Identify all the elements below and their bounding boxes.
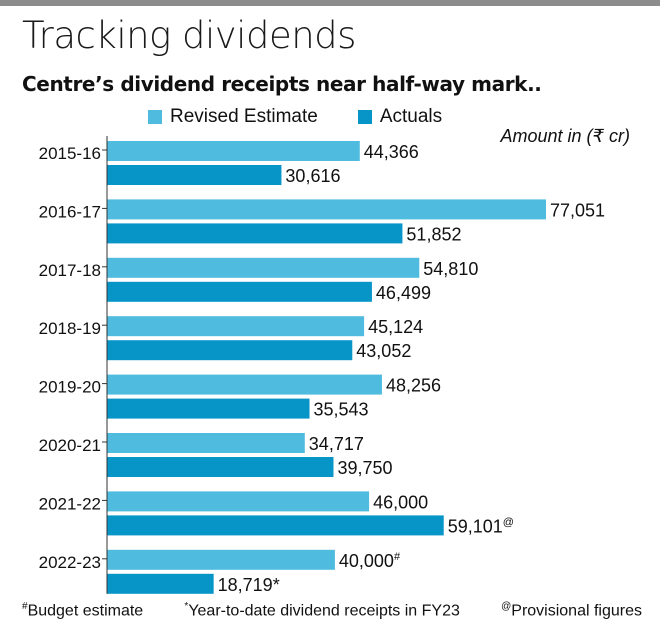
legend-item-actuals: Actuals — [357, 106, 443, 128]
legend-swatch-actuals — [357, 110, 372, 124]
value-label-revised-estimate-2020-21: 34,717 — [309, 434, 364, 454]
legend-item-revised-estimate: Revised Estimate — [148, 106, 318, 128]
bar-revised-estimate-2019-20 — [107, 374, 382, 395]
footnotes: #Budget estimate *Year-to-date dividend … — [22, 601, 642, 620]
bar-actuals-2017-18 — [107, 281, 372, 302]
category-label-2022-23: 2022-23 — [39, 553, 101, 572]
bar-actuals-2019-20 — [107, 398, 310, 419]
bar-revised-estimate-2017-18 — [107, 257, 420, 278]
value-label-actuals-2021-22: 59,101@ — [448, 516, 514, 536]
unit-label: Amount in (₹ cr) — [500, 126, 630, 146]
category-label-2019-20: 2019-20 — [39, 378, 101, 397]
value-label-revised-estimate-2016-17: 77,051 — [550, 200, 605, 220]
bar-actuals-2015-16 — [107, 165, 282, 185]
value-label-actuals-2022-23: 18,719* — [218, 575, 280, 595]
legend-swatch-revised-estimate — [148, 110, 162, 124]
category-label-2017-18: 2017-18 — [39, 261, 101, 280]
value-label-actuals-2020-21: 39,750 — [337, 458, 392, 478]
legend-label-revised-estimate: Revised Estimate — [170, 106, 318, 127]
value-label-actuals-2017-18: 46,499 — [376, 283, 431, 303]
value-label-revised-estimate-2021-22: 46,000 — [373, 492, 428, 512]
category-label-2021-22: 2021-22 — [39, 494, 101, 513]
footnote-budget-estimate: #Budget estimate — [22, 601, 144, 620]
bar-actuals-2018-19 — [107, 340, 353, 361]
bar-revised-estimate-2016-17 — [107, 199, 546, 220]
bar-chart: 2015-16 2016-17 2017-18 2018-19 2019-20 2020-… — [39, 136, 605, 595]
legend: Revised Estimate Actuals — [148, 106, 482, 128]
top-rule — [0, 0, 660, 6]
bar-revised-estimate-2022-23 — [107, 549, 335, 570]
category-label-2015-16: 2015-16 — [39, 144, 101, 163]
category-label-2016-17: 2016-17 — [39, 202, 101, 221]
bar-actuals-2016-17 — [107, 223, 403, 244]
bar-revised-estimate-2018-19 — [107, 316, 365, 337]
value-label-revised-estimate-2022-23: 40,000# — [339, 551, 401, 571]
value-label-actuals-2019-20: 35,543 — [314, 400, 369, 420]
bar-revised-estimate-2021-22 — [107, 491, 370, 512]
chart-title: Tracking dividends — [22, 14, 356, 57]
bar-revised-estimate-2020-21 — [107, 433, 305, 453]
bar-revised-estimate-2015-16 — [107, 141, 360, 161]
category-label-2020-21: 2020-21 — [39, 436, 101, 455]
bar-actuals-2021-22 — [107, 515, 444, 536]
value-label-actuals-2016-17: 51,852 — [406, 224, 461, 244]
footnote-year-to-date: *Year-to-date dividend receipts in FY23 — [184, 601, 460, 620]
legend-label-actuals: Actuals — [379, 106, 443, 127]
value-label-actuals-2015-16: 30,616 — [285, 166, 340, 186]
category-label-2018-19: 2018-19 — [39, 319, 101, 338]
value-label-revised-estimate-2015-16: 44,366 — [364, 142, 419, 162]
bar-actuals-2022-23 — [107, 573, 214, 594]
value-label-revised-estimate-2018-19: 45,124 — [368, 317, 423, 337]
value-label-actuals-2018-19: 43,052 — [356, 341, 411, 361]
chart-subtitle: Centre’s dividend receipts near half-way… — [22, 72, 542, 96]
bar-actuals-2020-21 — [107, 457, 334, 477]
value-label-revised-estimate-2019-20: 48,256 — [386, 376, 441, 396]
value-label-revised-estimate-2017-18: 54,810 — [423, 259, 478, 279]
footnote-provisional: @Provisional figures — [501, 601, 642, 620]
